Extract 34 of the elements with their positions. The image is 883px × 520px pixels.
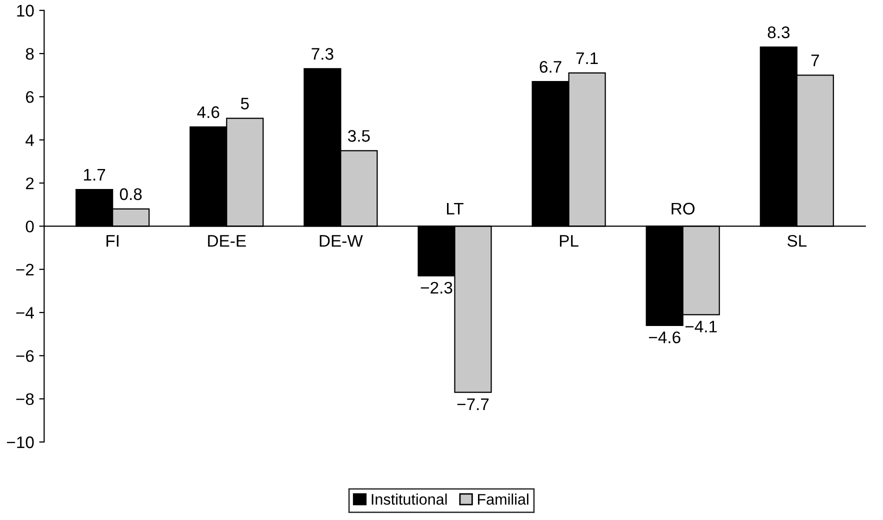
y-tick-label: −6 <box>16 350 34 362</box>
y-tick-label: 0 <box>26 220 34 232</box>
data-label: 7 <box>811 54 819 66</box>
y-tick-label: 4 <box>26 134 34 146</box>
legend-label: Institutional <box>372 494 447 505</box>
data-label: −4.6 <box>648 331 680 344</box>
data-label: −7.7 <box>457 398 489 410</box>
x-tick-label: DE-W <box>320 235 363 247</box>
data-label: 4.6 <box>197 106 220 118</box>
y-tick-label: 10 <box>17 4 34 17</box>
x-tick-label: RO <box>672 202 695 215</box>
legend-label: Familial <box>478 494 528 505</box>
x-tick-label: DE-E <box>208 235 246 247</box>
data-label: −2.3 <box>420 282 452 294</box>
x-tick-label: SL <box>787 234 807 247</box>
x-tick-label: PL <box>560 235 578 247</box>
data-label: 6.7 <box>540 60 562 73</box>
y-tick-label: 6 <box>26 91 34 103</box>
y-tick-label: −2 <box>16 264 34 276</box>
y-tick-label: −10 <box>6 436 34 448</box>
data-label: 8.3 <box>768 26 790 38</box>
y-tick-label: 2 <box>26 177 34 190</box>
y-tick-label: 8 <box>26 48 34 60</box>
x-tick-label: LT <box>447 202 464 214</box>
y-tick-label: −8 <box>16 393 34 406</box>
data-label: 0.8 <box>120 188 142 200</box>
data-label: 7.3 <box>312 48 334 60</box>
data-label: 7.1 <box>576 52 598 64</box>
y-tick-label: −4 <box>16 307 34 319</box>
data-label: −4.1 <box>685 320 717 332</box>
x-tick-label: FI <box>106 235 118 247</box>
data-label: 3.5 <box>348 130 370 142</box>
data-label: 5 <box>240 98 249 110</box>
data-label: 1.7 <box>84 169 106 180</box>
